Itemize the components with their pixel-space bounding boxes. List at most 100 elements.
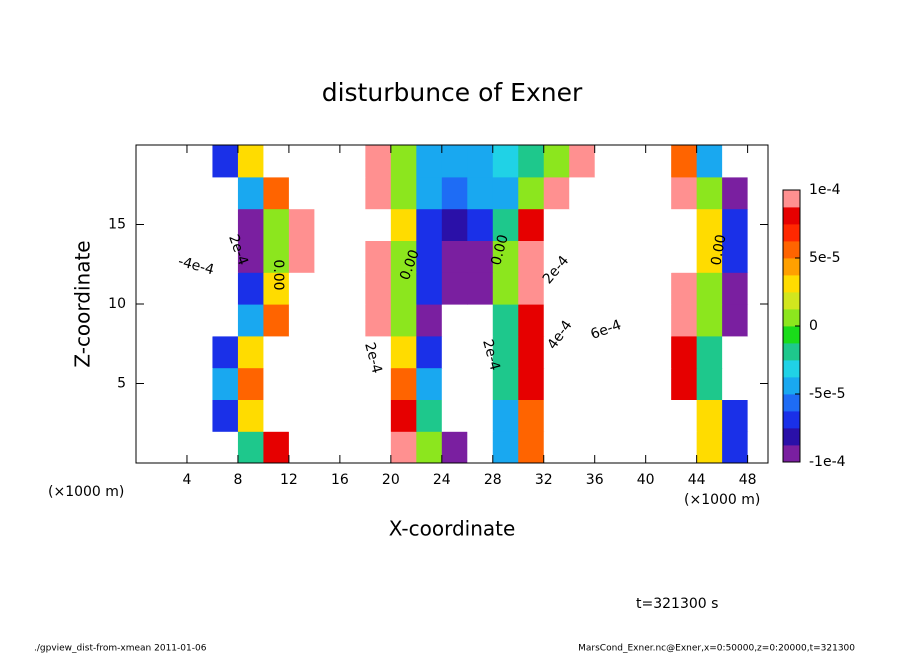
x-tick-label: 12 [280,472,298,488]
field-cell [645,240,672,273]
field-cell [390,240,417,273]
field-cell [288,399,315,432]
field-cell [543,176,570,210]
field-cell [620,240,647,273]
footer-left: ./gpview_dist-from-xmean 2011-01-06 [34,644,207,654]
field-cell [365,240,392,273]
field-cell [696,145,723,178]
field-cell [518,367,545,400]
x-tick-label: 8 [233,472,242,488]
x-tick-label: 4 [183,472,192,488]
field-cell [339,399,366,432]
x-tick-label: 36 [586,472,604,488]
field-cell [492,304,519,337]
field-cell [569,176,596,210]
field-cell [492,399,519,432]
field-cell [441,367,468,400]
field-cell [492,272,519,305]
footer-right: MarsCond_Exner.nc@Exner,x=0:50000,z=0:20… [578,644,855,654]
colorbar-swatch [783,326,800,344]
field-cell [696,399,723,432]
field-cell [518,272,545,305]
field-cell [161,176,188,210]
field-cell [416,176,443,210]
field-cell [390,176,417,210]
contour-label: 2e-4 [361,341,385,376]
x-tick-label: 32 [535,472,553,488]
field-cell [645,304,672,337]
field-cell [569,431,596,463]
field-cell [339,431,366,463]
field-cell [722,367,749,400]
colorbar-swatch [783,241,800,259]
field-cell [594,240,621,273]
field-cell [543,335,570,369]
field-cell [645,272,672,305]
field-cell [747,367,768,400]
field-cell [722,208,749,241]
field-cell [620,367,647,400]
field-cell [314,145,341,178]
field-cell [492,335,519,369]
field-cell [161,240,188,273]
field-cell [492,240,519,273]
field-cell [543,208,570,241]
field-cell [314,335,341,369]
field-cell [416,335,443,369]
field-cell [263,145,290,178]
field-cell [722,176,749,210]
field-cell [314,240,341,273]
colorbar-swatch [783,258,800,276]
field-cell [671,145,698,178]
field-cell [288,304,315,337]
colorbar-swatch [783,411,800,429]
field-cell [467,431,494,463]
field-cell [492,176,519,210]
field-cell [212,240,239,273]
field-cell [645,399,672,432]
field-cell [365,176,392,210]
field-cell [365,208,392,241]
field-cell [594,304,621,337]
field-cell [696,176,723,210]
field-cell [263,272,290,305]
field-cell [722,240,749,273]
colorbar-swatch [783,445,800,463]
field-cell [492,145,519,178]
field-cell [136,240,163,273]
chart-title: disturbunce of Exner [322,78,583,107]
field-cell [747,145,768,178]
field-cell [314,399,341,432]
field-cell [569,367,596,400]
field-cell [747,431,768,463]
field-cell [237,335,265,369]
field-cell [620,272,647,305]
field-cell [441,240,468,273]
field-cell [671,367,698,400]
field-cell [543,367,570,400]
contour-label: 2e-4 [479,338,503,373]
field-cell [671,208,698,241]
field-cell [339,208,366,241]
field-cell [467,208,494,241]
field-cell [212,335,239,369]
field-cell [467,176,494,210]
field-cell [212,304,239,337]
field-cell [645,335,672,369]
field-cell [671,304,698,337]
field-cell [441,399,468,432]
field-cell [518,431,545,463]
field-cell [645,367,672,400]
field-cell [161,272,188,305]
field-cell [594,399,621,432]
field-cell [339,176,366,210]
field-cell [620,399,647,432]
field-cell [416,208,443,241]
field-cell [136,176,163,210]
field-cell [441,304,468,337]
field-cell [314,272,341,305]
field-cell [212,145,239,178]
x-axis-label: X-coordinate [389,517,516,541]
